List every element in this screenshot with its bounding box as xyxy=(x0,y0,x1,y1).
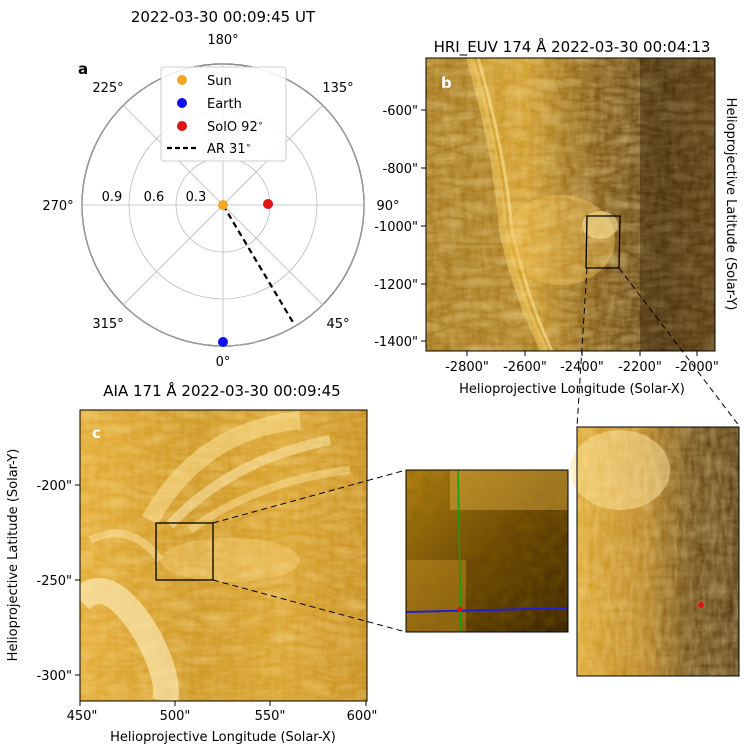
angle-label-45: 45° xyxy=(326,317,349,332)
panel-b-ytick: -1200" xyxy=(374,278,418,293)
panel-c-aia-image: AIA 171 Å 2022-03-30 00:09:45 c -200" -2… xyxy=(6,381,377,745)
panel-c-xtick: 600" xyxy=(347,709,378,724)
target-marker xyxy=(457,606,463,612)
ar-direction-line xyxy=(222,204,295,325)
panel-c-xtick: 550" xyxy=(255,709,286,724)
crosshair-vertical xyxy=(457,469,462,633)
legend-sun: Sun xyxy=(207,74,232,89)
legend-solo: SolO 92∘ xyxy=(207,119,263,135)
zoom-connector-lines xyxy=(212,267,741,633)
angle-label-225: 225° xyxy=(92,81,123,96)
panel-c-ytick: -200" xyxy=(37,479,72,494)
panel-c-roi-box xyxy=(155,522,214,581)
panel-b-xtick: -2200" xyxy=(618,360,662,375)
panel-c-xlabel: Helioprojective Longitude (Solar-X) xyxy=(110,730,336,745)
panel-c-ylabel: Helioprojective Latitude (Solar-Y) xyxy=(6,449,21,662)
earth-marker xyxy=(218,337,228,347)
hri-zoom-inset xyxy=(570,426,740,677)
aia-zoom-inset xyxy=(405,469,569,633)
solo-marker xyxy=(263,199,273,209)
panel-b-hri-image: HRI_EUV 174 Å 2022-03-30 00:04:13 b xyxy=(374,37,738,397)
panel-b-xtick: -2800" xyxy=(445,360,489,375)
panel-b-xlabel: Helioprojective Longitude (Solar-X) xyxy=(459,382,685,397)
legend-ar: AR 31∘ xyxy=(207,141,251,157)
panel-b-xtick: -2000" xyxy=(675,360,719,375)
angle-label-135: 135° xyxy=(322,81,353,96)
angle-label-270: 270° xyxy=(42,199,73,214)
angle-label-180: 180° xyxy=(207,33,238,48)
panel-b-xtick: -2400" xyxy=(560,360,604,375)
panel-b-ytick: -600" xyxy=(383,104,418,119)
panel-c-xtick: 500" xyxy=(160,709,191,724)
panel-b-ytick: -1000" xyxy=(374,220,418,235)
panel-a-label: a xyxy=(78,60,88,78)
panel-a-polar-plot: 2022-03-30 00:09:45 UT a 180° 225° 135° … xyxy=(42,8,399,370)
panel-b-title: HRI_EUV 174 Å 2022-03-30 00:04:13 xyxy=(434,37,711,57)
angle-label-0: 0° xyxy=(216,355,231,370)
panel-a-legend: Sun Earth SolO 92∘ AR 31∘ xyxy=(160,66,287,162)
angle-label-315: 315° xyxy=(92,317,123,332)
panel-b-label: b xyxy=(441,74,452,92)
target-marker xyxy=(698,602,704,608)
panel-b-xtick: -2600" xyxy=(503,360,547,375)
panel-c-xtick: 450" xyxy=(67,709,98,724)
angle-label-90: 90° xyxy=(376,199,399,214)
panel-b-ytick: -800" xyxy=(383,162,418,177)
radial-label-0.6: 0.6 xyxy=(144,190,165,205)
radial-label-0.3: 0.3 xyxy=(186,190,207,205)
panel-c-ytick: -300" xyxy=(37,669,72,684)
panel-c-ytick: -250" xyxy=(37,574,72,589)
panel-a-title: 2022-03-30 00:09:45 UT xyxy=(131,8,316,26)
radial-label-0.9: 0.9 xyxy=(102,190,123,205)
legend-earth: Earth xyxy=(207,97,242,112)
panel-b-ylabel: Helioprojective Latitude (Solar-Y) xyxy=(723,98,738,311)
panel-b-ytick: -1400" xyxy=(374,335,418,350)
panel-c-title: AIA 171 Å 2022-03-30 00:09:45 xyxy=(103,381,340,400)
panel-c-label: c xyxy=(92,424,101,442)
sun-marker xyxy=(218,200,228,210)
crosshair-horizontal xyxy=(405,607,569,613)
